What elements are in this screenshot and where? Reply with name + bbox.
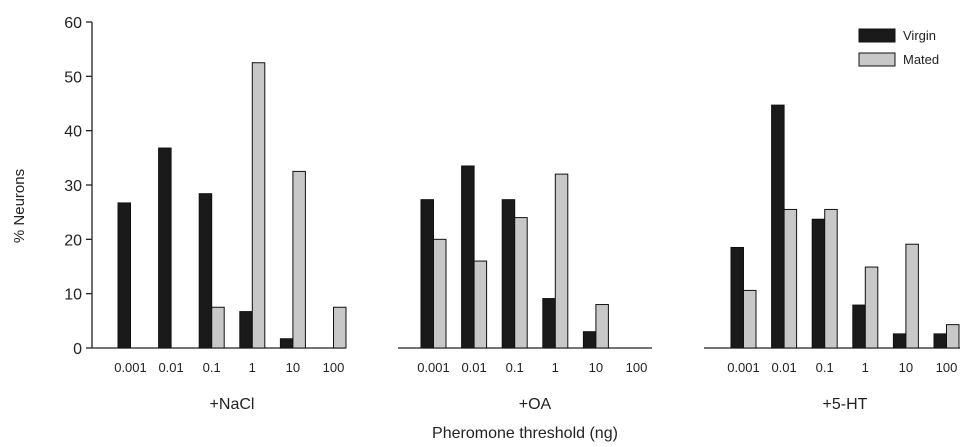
- bar-mated: [473, 260, 488, 349]
- legend: Virgin Mated: [858, 28, 939, 67]
- x-axis-label: Pheromone threshold (ng): [432, 425, 618, 442]
- x-tick-label: 10: [589, 360, 603, 375]
- y-tick-label: 20: [64, 232, 82, 249]
- panel-label: +NaCl: [210, 396, 255, 413]
- bar-virgin: [852, 304, 866, 349]
- bar-virgin: [461, 165, 475, 349]
- bar-virgin: [542, 298, 556, 349]
- y-tick-label: 50: [64, 69, 82, 86]
- x-tick-label: 0.1: [816, 360, 834, 375]
- bar-mated: [333, 306, 347, 349]
- y-tick-label: 10: [64, 287, 82, 304]
- bar-mated: [946, 324, 960, 349]
- bar-mated: [514, 217, 528, 349]
- legend-label-virgin: Virgin: [903, 28, 936, 43]
- bar-mated: [595, 304, 609, 349]
- legend-swatch-virgin: [858, 28, 896, 43]
- bar-virgin: [771, 104, 785, 349]
- x-tick-label: 0.1: [506, 360, 524, 375]
- x-tick-label: 10: [286, 360, 300, 375]
- bar-mated: [905, 243, 919, 349]
- bar-mated: [433, 238, 447, 349]
- y-tick-label: 0: [73, 341, 82, 358]
- x-tick-label: 0.001: [727, 360, 760, 375]
- x-tick-label: 100: [936, 360, 958, 375]
- bar-virgin: [582, 331, 597, 349]
- bar-virgin: [279, 338, 294, 349]
- x-tick-label: 0.01: [461, 360, 486, 375]
- x-tick-label: 10: [899, 360, 913, 375]
- x-tick-label: 1: [249, 360, 256, 375]
- bar-mated: [292, 170, 306, 349]
- x-tick-label: 1: [552, 360, 559, 375]
- bars-layer: [117, 62, 960, 349]
- x-tick-label: 0.1: [203, 360, 221, 375]
- bar-virgin: [198, 193, 213, 349]
- bar-virgin: [239, 311, 253, 349]
- y-tick-label: 40: [64, 124, 82, 141]
- bar-mated: [251, 62, 266, 349]
- bar-mated: [783, 208, 798, 349]
- bar-virgin: [933, 333, 947, 349]
- bar-mated: [864, 266, 879, 349]
- bar-virgin: [117, 202, 131, 349]
- bar-virgin: [158, 147, 172, 349]
- x-tick-label: 100: [323, 360, 345, 375]
- x-tick-label: 1: [862, 360, 869, 375]
- bar-mated: [824, 208, 838, 349]
- x-tick-label: 0.001: [417, 360, 450, 375]
- x-tick-label: 100: [626, 360, 648, 375]
- bar-virgin: [811, 218, 826, 349]
- bar-virgin: [501, 199, 516, 349]
- y-axis-label: % Neurons: [11, 169, 28, 243]
- legend-label-mated: Mated: [903, 52, 939, 67]
- panel-label: +OA: [519, 396, 552, 413]
- legend-swatch-mated: [858, 52, 896, 67]
- panel-label: +5-HT: [823, 396, 868, 413]
- bar-virgin: [730, 246, 744, 349]
- x-tick-label: 0.001: [114, 360, 147, 375]
- bar-virgin: [892, 333, 907, 349]
- axes-layer: 0 10 20 30 40 50 60 0.001 0.01 0.1 1 10 100 +NaCl 0.00…: [64, 15, 960, 413]
- x-tick-label: 0.01: [771, 360, 796, 375]
- y-tick-label: 60: [64, 15, 82, 32]
- bar-mated: [743, 289, 757, 349]
- bar-mated: [211, 306, 225, 349]
- bar-virgin: [420, 199, 434, 349]
- y-tick-label: 30: [64, 178, 82, 195]
- bar-mated: [554, 173, 569, 349]
- x-tick-label: 0.01: [158, 360, 183, 375]
